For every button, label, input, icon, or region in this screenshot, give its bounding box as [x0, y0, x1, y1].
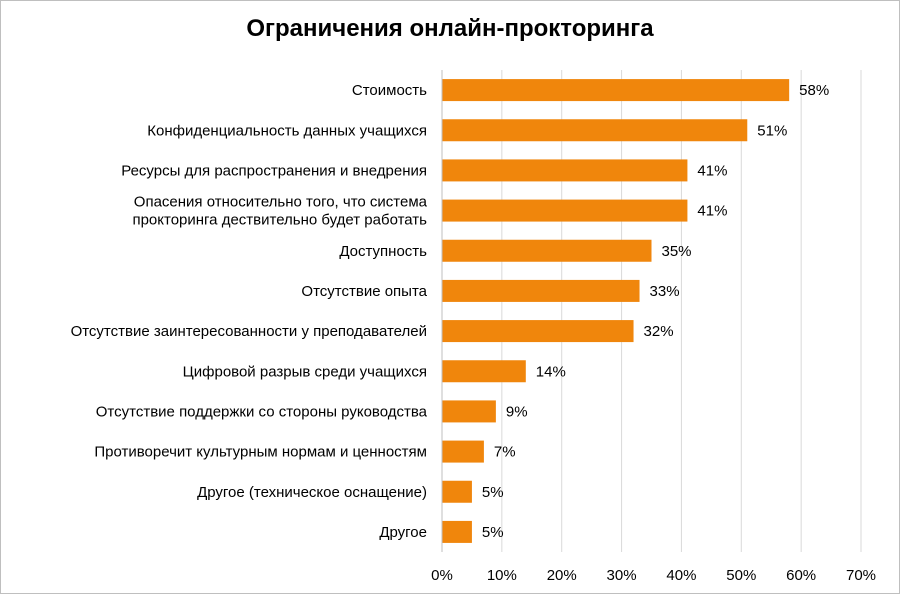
x-tick-label: 60%: [786, 567, 816, 584]
bar: [442, 480, 472, 503]
category-label: Доступность: [339, 243, 427, 260]
category-label: Отсутствие поддержки со стороны руководс…: [96, 403, 428, 420]
data-label: 7%: [494, 444, 516, 461]
data-label: 58%: [799, 82, 829, 99]
bar: [442, 440, 484, 463]
bar: [442, 119, 748, 142]
x-tick-label: 50%: [726, 567, 756, 584]
data-label: 33%: [650, 283, 680, 300]
category-label: Опасения относительно того, что система: [134, 194, 428, 211]
bar: [442, 320, 634, 343]
x-tick-label: 40%: [666, 567, 696, 584]
category-label: Отсутствие опыта: [301, 283, 427, 300]
category-label: Другое (техническое оснащение): [197, 484, 427, 501]
data-label: 41%: [697, 162, 727, 179]
category-label: Стоимость: [352, 82, 427, 99]
bar: [442, 199, 688, 222]
category-label: Цифровой разрыв среди учащихся: [183, 363, 427, 380]
bar: [442, 400, 496, 423]
bar: [442, 79, 790, 102]
data-label: 41%: [697, 203, 727, 220]
data-label: 51%: [757, 122, 787, 139]
bar: [442, 360, 526, 383]
bar: [442, 239, 652, 262]
bar: [442, 520, 472, 543]
chart-title: Ограничения онлайн-прокторинга: [246, 15, 654, 42]
data-label: 35%: [662, 243, 692, 260]
x-tick-label: 10%: [487, 567, 517, 584]
category-label: Другое: [379, 524, 427, 541]
category-label: Конфиденциальность данных учащихся: [147, 122, 427, 139]
data-label: 5%: [482, 524, 504, 541]
data-label: 32%: [644, 323, 674, 340]
data-label: 14%: [536, 363, 566, 380]
category-label: Отсутствие заинтересованности у преподав…: [71, 323, 427, 340]
x-tick-label: 0%: [431, 567, 453, 584]
data-label: 9%: [506, 403, 528, 420]
x-tick-label: 20%: [547, 567, 577, 584]
x-tick-label: 30%: [607, 567, 637, 584]
category-label: прокторинга дествительно будет работать: [132, 212, 427, 229]
bar: [442, 159, 688, 182]
bar: [442, 279, 640, 302]
x-tick-label: 70%: [846, 567, 876, 584]
category-label: Противоречит культурным нормам и ценност…: [94, 444, 427, 461]
category-label: Ресурсы для распространения и внедрения: [121, 162, 427, 179]
data-label: 5%: [482, 484, 504, 501]
